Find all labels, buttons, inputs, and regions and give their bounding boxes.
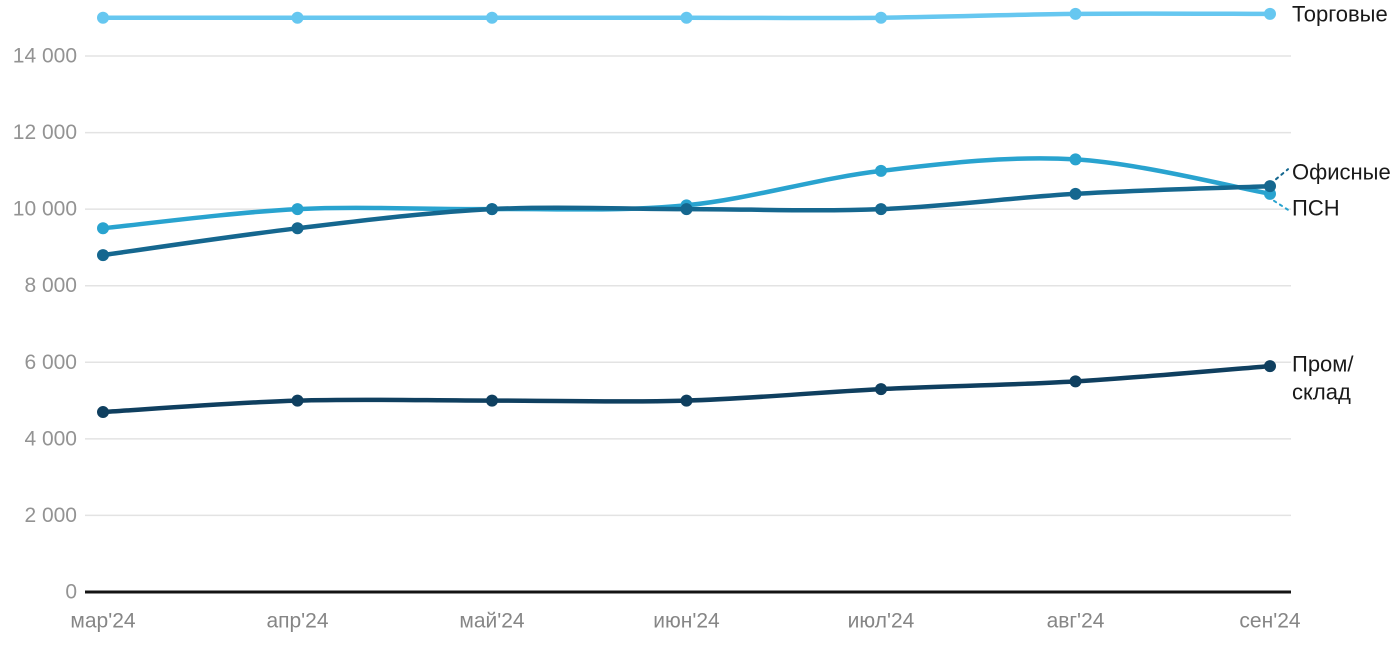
y-tick-label-14000: 14 000 <box>13 45 77 68</box>
y-tick-label-12000: 12 000 <box>13 121 77 144</box>
data-point-office-6 <box>1264 180 1276 193</box>
y-tick-label-8000: 8 000 <box>24 274 77 297</box>
y-tick-label-10000: 10 000 <box>13 198 77 221</box>
data-point-psn-0 <box>97 222 109 235</box>
data-point-office-5 <box>1069 187 1082 200</box>
data-point-retail-0 <box>97 11 109 24</box>
data-point-retail-3 <box>680 11 693 24</box>
y-tick-label-6000: 6 000 <box>24 351 77 374</box>
data-point-retail-5 <box>1069 7 1082 20</box>
data-point-retail-6 <box>1264 7 1276 20</box>
gridlines-group: 14 000 12 000 10 000 8 000 6 000 4 000 2 000 0 <box>13 45 1291 604</box>
data-point-industrial-6 <box>1264 360 1276 373</box>
data-point-office-2 <box>486 203 498 216</box>
y-tick-label-0: 0 <box>65 581 77 604</box>
data-point-industrial-5 <box>1069 375 1082 388</box>
data-point-industrial-3 <box>680 394 693 407</box>
label-leader-psn <box>1273 199 1289 211</box>
series-label-industrial: Пром/ <box>1292 352 1354 377</box>
y-tick-label-4000: 4 000 <box>24 427 77 450</box>
x-tick-label-5: авг'24 <box>1047 610 1105 633</box>
y-tick-label-2000: 2 000 <box>24 504 77 527</box>
label-leader-office <box>1275 168 1289 181</box>
x-tick-label-3: июн'24 <box>653 610 720 633</box>
data-point-retail-4 <box>875 11 887 24</box>
data-point-psn-4 <box>875 164 887 177</box>
series-label-office: Офисные <box>1292 160 1391 185</box>
series-group <box>97 7 1276 419</box>
x-tick-label-1: апр'24 <box>266 610 328 633</box>
data-point-retail-1 <box>291 11 304 24</box>
x-tick-label-2: май'24 <box>459 610 525 633</box>
data-point-industrial-0 <box>97 406 109 419</box>
axis-group: мар'24 апр'24 май'24 июн'24 июл'24 авг'24 сен'… <box>70 590 1301 633</box>
data-point-industrial-4 <box>875 383 887 396</box>
x-tick-label-0: мар'24 <box>70 610 135 633</box>
series-label-industrial-1: склад <box>1292 380 1351 405</box>
data-point-psn-1 <box>291 203 304 216</box>
data-point-office-0 <box>97 249 109 262</box>
series-line-office <box>100 183 1273 258</box>
data-point-office-1 <box>291 222 304 235</box>
data-point-psn-5 <box>1069 153 1082 166</box>
data-point-retail-2 <box>486 11 498 24</box>
x-tick-label-4: июл'24 <box>848 610 915 633</box>
x-tick-label-6: сен'24 <box>1239 610 1300 633</box>
data-point-office-3 <box>680 203 693 216</box>
data-point-industrial-1 <box>291 394 304 407</box>
series-label-retail: Торговые <box>1292 1 1388 26</box>
data-point-office-4 <box>875 203 887 216</box>
data-point-industrial-2 <box>486 394 498 407</box>
labels-group: Торговые ПСН Офисные Пром/склад <box>1273 1 1391 405</box>
series-label-psn: ПСН <box>1292 195 1340 220</box>
